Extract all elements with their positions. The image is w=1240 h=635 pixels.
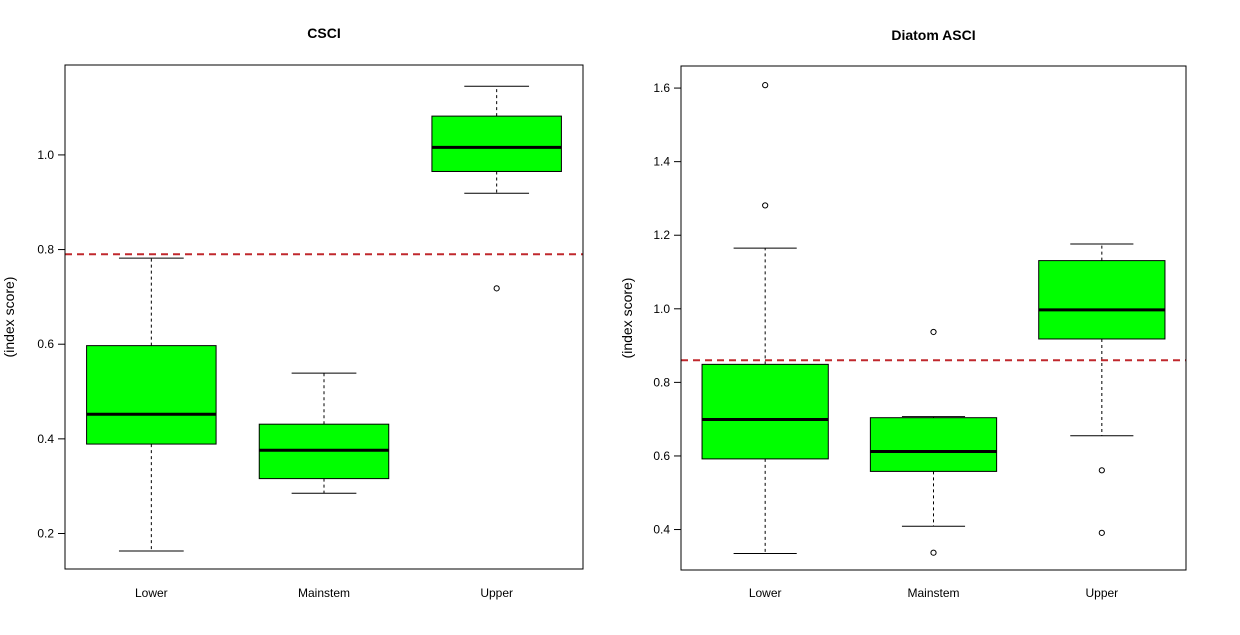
- outlier-point: [762, 202, 769, 209]
- box-iqr: [869, 417, 998, 472]
- outlier-point: [1098, 467, 1105, 474]
- box-upper: [1038, 243, 1166, 536]
- chart-title: CSCI: [307, 25, 340, 41]
- chart-title: Diatom ASCI: [891, 27, 975, 43]
- outlier-point: [1098, 529, 1105, 536]
- box-mainstem: [258, 372, 390, 494]
- x-category-label: Lower: [749, 586, 782, 600]
- outlier-point: [930, 549, 937, 556]
- y-tick-label: 0.4: [37, 432, 54, 446]
- x-category-label: Upper: [1085, 586, 1118, 600]
- x-category-label: Lower: [135, 586, 168, 600]
- y-tick-label: 0.2: [37, 527, 54, 541]
- y-tick-label: 1.4: [653, 155, 670, 169]
- y-tick-label: 1.0: [653, 302, 670, 316]
- box-lower: [701, 82, 829, 554]
- x-category-label: Mainstem: [298, 586, 350, 600]
- box-iqr: [86, 345, 217, 445]
- y-tick-label: 1.0: [37, 148, 54, 162]
- box-iqr: [1038, 260, 1166, 340]
- plot-frame: [680, 65, 1187, 571]
- y-tick-label: 1.6: [653, 81, 670, 95]
- y-tick-label: 0.4: [653, 523, 670, 537]
- y-tick-label: 0.6: [37, 337, 54, 351]
- y-tick-label: 0.8: [37, 243, 54, 257]
- outlier-point: [762, 82, 769, 89]
- box-lower: [86, 257, 217, 552]
- csci-panel: CSCI (index score) 0.2 0.4 0.6 0.8 1.0 Lower Mai…: [1, 25, 584, 600]
- y-tick-label: 1.2: [653, 228, 670, 242]
- box-iqr: [431, 115, 562, 172]
- outlier-point: [930, 328, 937, 336]
- y-tick-label: 0.8: [653, 375, 670, 389]
- box-iqr: [701, 363, 829, 460]
- y-axis-label: (index score): [619, 278, 635, 359]
- box-upper: [431, 85, 562, 292]
- diatom-asci-panel: Diatom ASCI (index score) 0.4 0.6 0.8 1.0 1.2 1…: [619, 27, 1187, 600]
- box-mainstem: [869, 328, 998, 556]
- outlier-point: [493, 285, 500, 292]
- y-axis-label: (index score): [1, 277, 17, 358]
- x-category-label: Upper: [480, 586, 513, 600]
- x-category-label: Mainstem: [907, 586, 959, 600]
- y-tick-label: 0.6: [653, 449, 670, 463]
- plot-frame: [64, 64, 584, 570]
